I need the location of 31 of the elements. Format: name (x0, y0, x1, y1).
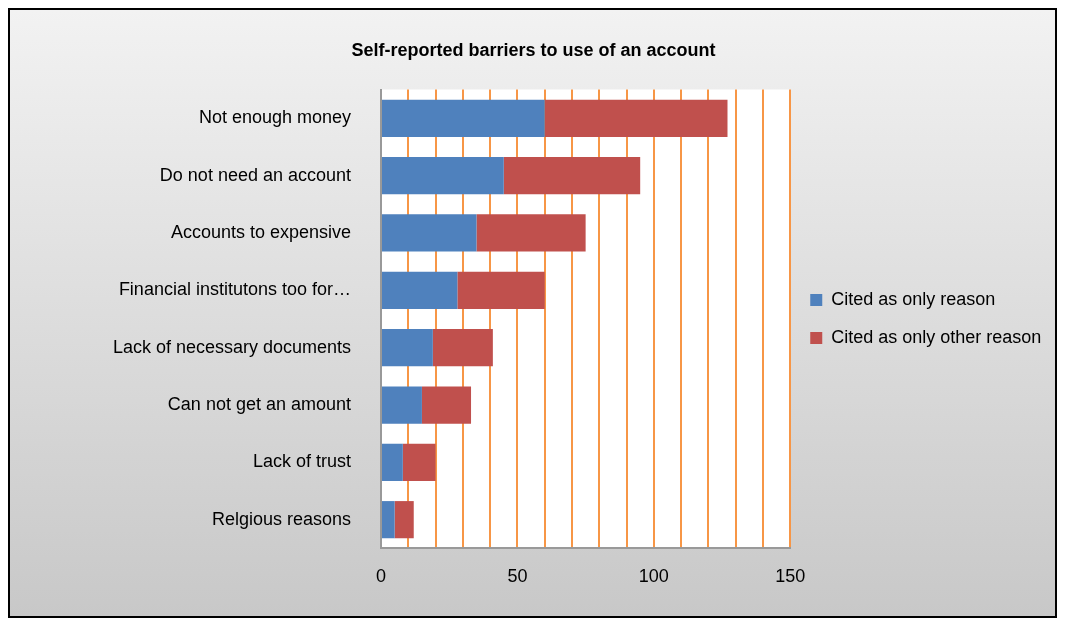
bar (432, 329, 493, 367)
chart-title: Self-reported barriers to use of an account (351, 39, 716, 60)
y-tick-label: Lack of trust (252, 451, 351, 472)
bar (503, 156, 641, 195)
bar (457, 271, 545, 309)
y-tick-label: Lack of necessary documents (112, 336, 351, 357)
y-tick-label: Do not need an account (159, 164, 351, 185)
y-tick-label: Accounts to expensive (170, 221, 351, 242)
legend-label: Cited as only reason (831, 288, 996, 309)
x-tick-label: 150 (775, 566, 806, 587)
bar (382, 271, 458, 309)
bar (382, 501, 395, 539)
y-tick-label: Can not get an amount (167, 393, 351, 414)
bar (544, 99, 728, 137)
x-tick-label: 100 (638, 566, 669, 587)
bar (382, 386, 422, 424)
x-tick-label: 0 (375, 566, 387, 587)
legend-label: Cited as only other reason (831, 326, 1042, 347)
bar (382, 329, 433, 367)
y-tick-label: Financial institutons too for… (118, 279, 351, 300)
bar (382, 443, 403, 482)
bar (382, 99, 545, 137)
bar (394, 501, 414, 539)
bar (382, 156, 504, 195)
x-tick-label: 50 (507, 566, 528, 587)
bar (382, 214, 477, 252)
bar (402, 443, 436, 482)
bar (476, 214, 586, 252)
bar (421, 386, 472, 424)
y-tick-label: Relgious reasons (211, 508, 351, 529)
y-tick-label: Not enough money (198, 107, 351, 128)
